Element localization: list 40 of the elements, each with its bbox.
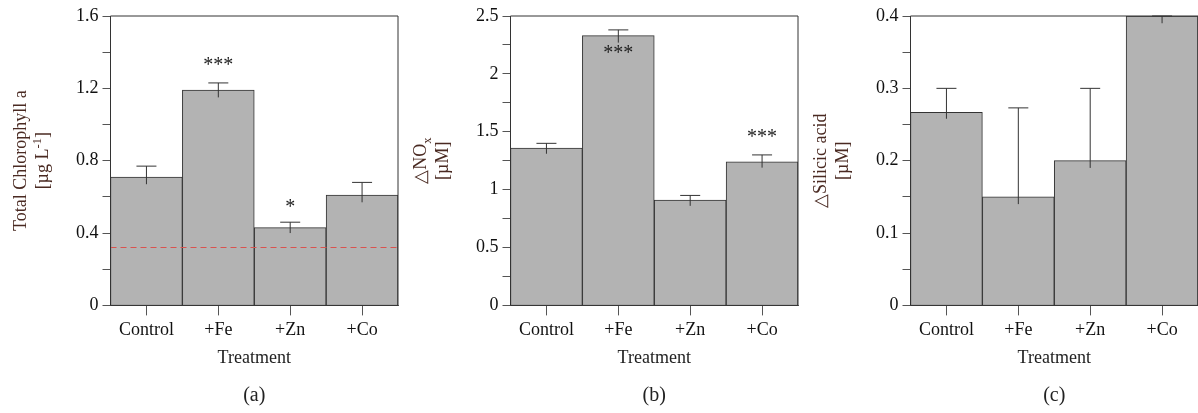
- y-tick-label: 0: [489, 294, 499, 315]
- x-tick-label: +Zn: [1075, 318, 1106, 339]
- x-axis-title: Treatment: [617, 346, 691, 367]
- y-tick-label: 0.4: [76, 221, 99, 242]
- y-tick-label: 0.8: [76, 149, 99, 170]
- y-tick-label: 0.2: [876, 149, 899, 170]
- y-tick-label: 1.5: [476, 120, 499, 141]
- y-tick-label: 1: [489, 178, 499, 199]
- y-tick-label: 0.1: [876, 221, 899, 242]
- text: (b): [642, 383, 666, 407]
- y-tick-label: 0.3: [876, 77, 899, 98]
- x-axis-title: Treatment: [217, 346, 291, 367]
- x-tick-label: +Co: [1146, 318, 1178, 339]
- x-tick-label: +Co: [346, 318, 378, 339]
- x-tick-label: +Zn: [275, 318, 306, 339]
- y-tick-label: 2.5: [476, 4, 499, 25]
- annotation: ***: [747, 125, 778, 148]
- y-tick-label: 0.5: [476, 236, 499, 257]
- text: (a): [243, 383, 266, 407]
- x-tick-label: Control: [518, 318, 574, 339]
- x-axis-title: Treatment: [1017, 346, 1091, 367]
- x-tick-label: +Fe: [604, 318, 633, 339]
- x-tick-label: +Fe: [1004, 318, 1033, 339]
- x-tick-label: Control: [918, 318, 974, 339]
- x-tick-label: +Co: [746, 318, 778, 339]
- x-tick-label: +Zn: [675, 318, 706, 339]
- y-axis-title: △Silicic acid [µM]: [810, 113, 853, 208]
- y-axis-title: △NOx [µM]: [410, 136, 453, 184]
- y-tick-label: 1.6: [76, 4, 99, 25]
- annotation: ***: [203, 53, 234, 76]
- annotation: *: [285, 194, 296, 217]
- x-tick-label: Control: [118, 318, 174, 339]
- y-tick-label: 0.4: [876, 4, 899, 25]
- y-tick-label: 2: [489, 62, 499, 83]
- y-tick-label: 0: [889, 294, 899, 315]
- y-tick-label: 1.2: [76, 77, 99, 98]
- x-tick-label: +Fe: [204, 318, 233, 339]
- y-tick-label: 0: [89, 294, 99, 315]
- annotation: ***: [603, 40, 634, 63]
- text: (c): [1043, 383, 1066, 407]
